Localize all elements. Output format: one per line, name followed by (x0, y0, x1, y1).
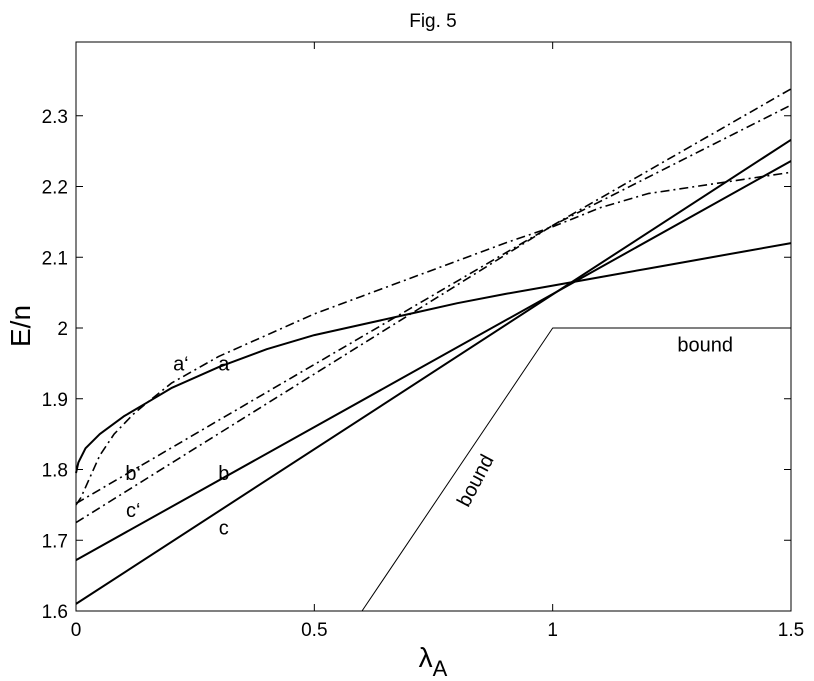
y-tick-label: 2 (57, 319, 68, 340)
series-line-a-prime (75, 171, 792, 506)
series-line-c (75, 138, 792, 605)
x-tick-label: 0.5 (301, 620, 327, 641)
curve-label: c‘ (126, 500, 140, 522)
plot-frame (75, 41, 792, 612)
annotation-layer: a‘ a b‘ b c‘ c bound bound (125, 334, 733, 539)
series-line-c-prime (75, 104, 792, 524)
x-axis-label-subscript: A (433, 656, 448, 681)
x-axis-label-main: λ (419, 642, 433, 673)
x-tick-label: 1.5 (778, 620, 804, 641)
curve-label: c (219, 518, 229, 540)
y-tick-label: 1.9 (42, 390, 68, 411)
curve-label: a (218, 353, 230, 375)
y-tick-label: 2.3 (42, 107, 68, 128)
y-tick-label: 1.8 (42, 461, 68, 482)
series-line-b-prime (75, 88, 792, 505)
x-axis-label: λA (419, 642, 448, 681)
series-line-a (75, 242, 792, 474)
chart-title: Fig. 5 (409, 11, 457, 32)
x-axis-ticks: 0 0.5 1 1.5 (71, 42, 804, 641)
y-tick-label: 1.6 (42, 602, 68, 623)
series-line-bound (361, 327, 791, 612)
x-tick-label: 1 (547, 620, 558, 641)
x-tick-label: 0 (71, 620, 82, 641)
y-tick-label: 2.2 (42, 178, 68, 199)
curve-label: bound (453, 451, 499, 510)
y-axis-ticks: 1.6 1.7 1.8 1.9 2 2.1 2.2 2.3 (42, 107, 791, 623)
y-tick-label: 2.1 (42, 248, 68, 269)
series-line-b (75, 160, 792, 561)
curve-label: a‘ (173, 353, 189, 375)
curve-label: bound (677, 334, 733, 356)
series-layer (75, 88, 792, 612)
y-axis-label: E/n (5, 305, 36, 347)
curve-label: b (218, 463, 229, 485)
y-tick-label: 1.7 (42, 531, 68, 552)
curve-label: b‘ (125, 463, 141, 485)
